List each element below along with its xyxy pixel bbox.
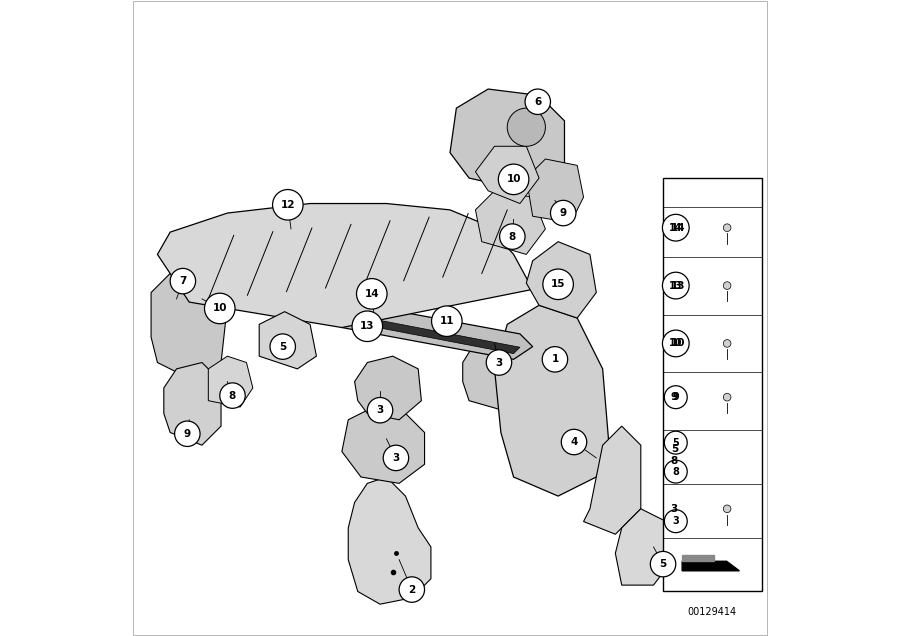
Circle shape	[651, 551, 676, 577]
Polygon shape	[355, 317, 520, 354]
Text: 9: 9	[184, 429, 191, 439]
Circle shape	[662, 330, 689, 357]
Circle shape	[662, 214, 689, 241]
Polygon shape	[526, 159, 583, 223]
Text: 14: 14	[669, 223, 682, 233]
Polygon shape	[164, 363, 221, 445]
Circle shape	[399, 577, 425, 602]
Text: 00129414: 00129414	[688, 607, 737, 618]
Polygon shape	[151, 267, 228, 382]
Text: 9: 9	[670, 392, 678, 402]
Text: 9: 9	[560, 208, 567, 218]
Circle shape	[724, 224, 731, 232]
Text: 8: 8	[508, 232, 516, 242]
Circle shape	[664, 385, 688, 409]
Text: 10: 10	[670, 338, 685, 349]
Text: 5: 5	[660, 559, 667, 569]
Text: 3: 3	[495, 357, 502, 368]
Circle shape	[562, 429, 587, 455]
Circle shape	[664, 460, 688, 483]
Text: 13: 13	[670, 280, 685, 291]
Text: 11: 11	[439, 316, 454, 326]
Text: 9: 9	[672, 392, 680, 402]
Polygon shape	[475, 191, 545, 254]
Circle shape	[273, 190, 303, 220]
Circle shape	[367, 398, 392, 423]
Text: 12: 12	[281, 200, 295, 210]
Polygon shape	[342, 407, 425, 483]
Polygon shape	[526, 242, 597, 318]
Circle shape	[664, 431, 688, 454]
Text: 3: 3	[672, 516, 680, 526]
Circle shape	[724, 393, 731, 401]
Polygon shape	[450, 89, 564, 191]
Text: 1: 1	[552, 354, 559, 364]
Circle shape	[270, 334, 295, 359]
Polygon shape	[259, 312, 317, 369]
Circle shape	[508, 108, 545, 146]
Text: 8: 8	[672, 467, 680, 476]
Polygon shape	[583, 426, 641, 534]
Text: 10: 10	[507, 174, 521, 184]
Text: 13: 13	[360, 321, 374, 331]
Text: 6: 6	[534, 97, 542, 107]
Circle shape	[724, 505, 731, 513]
Circle shape	[525, 89, 551, 114]
Circle shape	[204, 293, 235, 324]
Polygon shape	[494, 305, 609, 496]
Polygon shape	[616, 509, 672, 585]
Text: 7: 7	[179, 276, 186, 286]
Polygon shape	[355, 356, 421, 420]
Text: 8: 8	[229, 391, 236, 401]
Circle shape	[724, 340, 731, 347]
Text: 14: 14	[670, 223, 685, 233]
Circle shape	[352, 311, 382, 342]
Text: 3: 3	[392, 453, 400, 463]
Text: 10: 10	[669, 338, 682, 349]
Polygon shape	[348, 477, 431, 604]
Text: 5: 5	[672, 438, 680, 448]
Circle shape	[662, 272, 689, 299]
Circle shape	[664, 510, 688, 533]
Polygon shape	[475, 146, 539, 204]
Circle shape	[542, 347, 568, 372]
Circle shape	[499, 164, 529, 195]
Text: 13: 13	[669, 280, 682, 291]
Text: 10: 10	[212, 303, 227, 314]
Circle shape	[170, 268, 195, 294]
Circle shape	[486, 350, 512, 375]
Text: 3: 3	[670, 504, 678, 514]
Circle shape	[356, 279, 387, 309]
Circle shape	[175, 421, 200, 446]
Text: 5: 5	[279, 342, 286, 352]
Circle shape	[432, 306, 462, 336]
Polygon shape	[208, 356, 253, 407]
Text: 2: 2	[409, 584, 416, 595]
Circle shape	[724, 282, 731, 289]
Text: 3: 3	[376, 405, 383, 415]
Polygon shape	[158, 204, 533, 328]
Polygon shape	[682, 562, 740, 571]
FancyBboxPatch shape	[663, 178, 761, 591]
Polygon shape	[329, 302, 533, 359]
Circle shape	[551, 200, 576, 226]
Text: 5
8: 5 8	[670, 445, 678, 466]
Polygon shape	[463, 331, 545, 413]
Circle shape	[543, 269, 573, 300]
Circle shape	[500, 224, 525, 249]
Polygon shape	[682, 555, 714, 562]
Circle shape	[383, 445, 409, 471]
Circle shape	[220, 383, 245, 408]
Text: 14: 14	[364, 289, 379, 299]
Text: 4: 4	[571, 437, 578, 447]
Text: 15: 15	[551, 279, 565, 289]
